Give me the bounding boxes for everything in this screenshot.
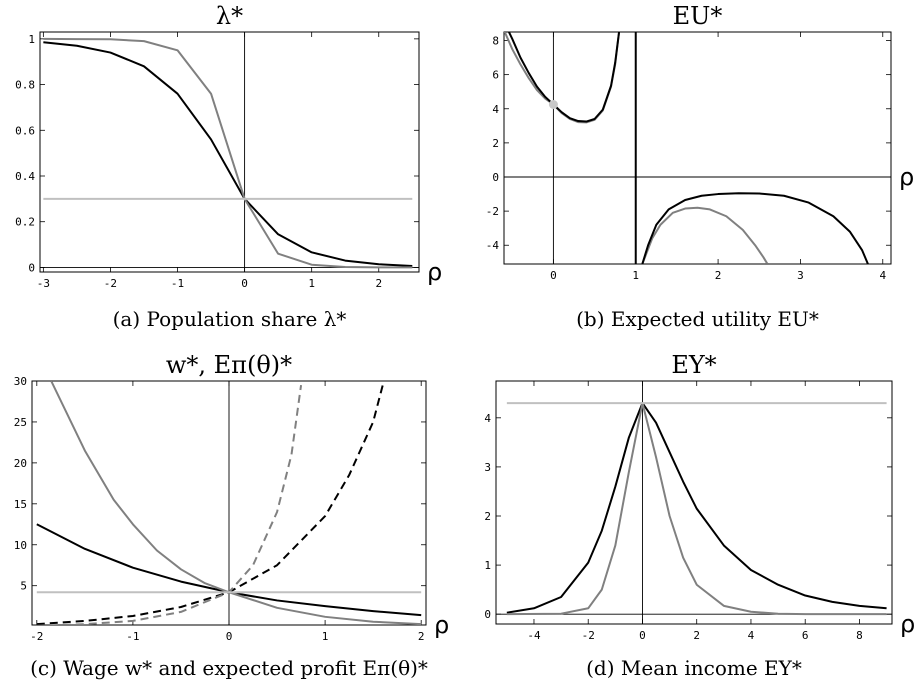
series-line-0 [504, 32, 621, 124]
x-tick-label: 1 [308, 277, 315, 290]
panel-caption: (d) Mean income EY* [586, 656, 802, 680]
chart-panel-1: 0 1 2 3 4 -4 -2 0 2 4 6 8 EU* ρ (b) Expected utility E… [486, 2, 914, 331]
series-group [504, 32, 869, 264]
x-tick-label: 0 [226, 630, 233, 643]
x-tick-label: 0 [241, 277, 248, 290]
y-tick-label: 2 [492, 137, 499, 150]
x-tick-label: 2 [375, 277, 382, 290]
y-tick-label: 1 [484, 559, 491, 572]
x-tick-label: -1 [171, 277, 184, 290]
y-tick-label: -4 [486, 239, 500, 252]
x-axis-label: ρ [900, 610, 915, 638]
panel-caption: (b) Expected utility EU* [576, 307, 819, 331]
x-axis-label: ρ [434, 611, 449, 639]
plot-frame [495, 380, 893, 625]
x-tick-label: 2 [693, 629, 700, 642]
series-line-1 [43, 37, 413, 269]
x-tick-label: -2 [30, 630, 43, 643]
x-tick-label: 2 [418, 630, 425, 643]
y-tick-label: 6 [492, 69, 499, 82]
y-tick-label: 30 [14, 375, 27, 388]
y-tick-label: 25 [14, 416, 27, 429]
series-line-1 [50, 381, 422, 625]
x-tick-label: 1 [632, 269, 639, 282]
plot-frame [503, 31, 892, 265]
x-axis-label: ρ [427, 258, 442, 286]
series-line-2 [36, 384, 384, 625]
x-tick-label: 0 [550, 269, 557, 282]
series-line-1 [506, 402, 887, 616]
series-group [506, 402, 887, 616]
y-tick-label: 1 [28, 33, 35, 46]
series-line-0 [506, 402, 887, 614]
x-tick-label: 0 [639, 629, 646, 642]
x-tick-label: 2 [715, 269, 722, 282]
panel-caption: (a) Population share λ* [113, 307, 347, 331]
y-tick-label: 5 [20, 580, 27, 593]
x-axis-label: ρ [899, 163, 914, 191]
chart-panel-0: -3 -2 -1 0 1 2 0 0.2 0.4 0.6 0.8 1 λ* ρ (a) Population… [15, 2, 442, 331]
data-point-0 [548, 100, 558, 109]
y-tick-label: 0.2 [15, 216, 35, 229]
series-line-0 [43, 41, 413, 268]
panel-caption: (c) Wage w* and expected profit Eπ(θ)* [30, 656, 428, 680]
x-tick-label: -4 [527, 629, 541, 642]
series-group [43, 37, 413, 269]
plot-frame [39, 31, 420, 273]
panel-title: EU* [673, 2, 723, 30]
x-tick-label: 3 [797, 269, 804, 282]
y-tick-label: 2 [484, 510, 491, 523]
panel-title: EY* [671, 351, 716, 379]
x-tick-label: -2 [582, 629, 595, 642]
x-tick-label: 8 [856, 629, 863, 642]
panel-title: λ* [216, 2, 243, 30]
panel-title: w*, Eπ(θ)* [166, 351, 292, 379]
series-line-1 [507, 32, 621, 123]
x-tick-label: -1 [126, 630, 139, 643]
x-tick-label: -3 [37, 277, 50, 290]
series-line-4 [641, 192, 869, 264]
series-line-3 [36, 384, 303, 625]
y-tick-label: 0.4 [15, 170, 35, 183]
x-tick-label: 4 [879, 269, 886, 282]
y-tick-label: 4 [484, 412, 491, 425]
series-group [36, 381, 422, 625]
x-tick-label: -2 [104, 277, 117, 290]
x-tick-label: 6 [802, 629, 809, 642]
y-tick-label: 10 [14, 539, 27, 552]
y-tick-label: 0 [28, 261, 35, 274]
x-tick-label: 4 [748, 629, 755, 642]
y-tick-label: -2 [486, 205, 499, 218]
y-tick-label: 15 [14, 498, 27, 511]
y-tick-label: 8 [492, 35, 499, 48]
y-tick-label: 0.6 [15, 124, 35, 137]
y-tick-label: 0.8 [15, 79, 35, 92]
chart-panel-3: -4 -2 0 2 4 6 8 0 1 2 3 4 EY* ρ (d) Mean income EY* [484, 351, 915, 680]
series-line-3 [641, 206, 769, 264]
y-tick-label: 0 [484, 608, 491, 621]
y-tick-label: 20 [14, 457, 27, 470]
y-tick-label: 0 [492, 171, 499, 184]
y-tick-label: 3 [484, 461, 491, 474]
y-tick-label: 4 [492, 103, 499, 116]
x-tick-label: 1 [322, 630, 329, 643]
